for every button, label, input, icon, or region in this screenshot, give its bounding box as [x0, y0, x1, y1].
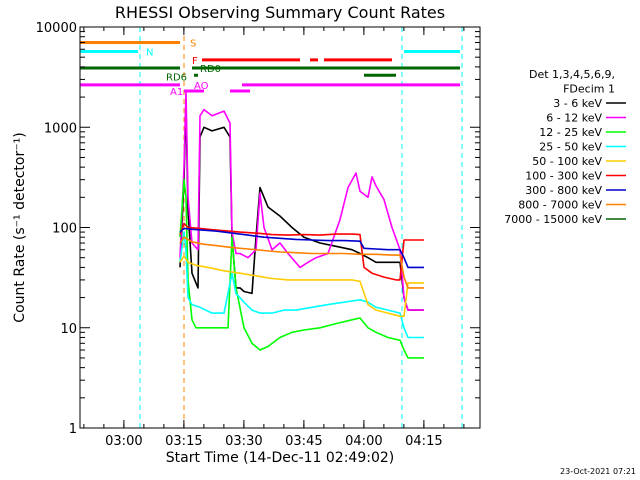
x-tick-label-1: 03:15: [165, 434, 202, 449]
legend-label-4: 50 - 100 keV: [532, 155, 602, 168]
x-tick-label-4: 04:00: [345, 434, 382, 449]
legend-label-0: 3 - 6 keV: [553, 97, 602, 110]
y-tick-label-3: 1000: [44, 121, 77, 136]
series-line-2: [179, 178, 424, 359]
y-tick-label-1: 10: [60, 322, 77, 337]
series-line-1: [179, 90, 424, 311]
flag-label-a1: A1: [170, 87, 183, 98]
footer-timestamp: 23-Oct-2021 07:21: [560, 467, 636, 476]
flag-label-rd6: RD6: [166, 72, 187, 83]
flag-label-rd0: RD0: [200, 64, 221, 75]
y-axis-ticks: 1 10 100 1000 10000: [36, 21, 480, 437]
legend-label-8: 7000 - 15000 keV: [504, 213, 602, 226]
y-axis-label: Count Rate (s⁻¹ detector⁻¹): [12, 132, 28, 322]
y-tick-label-2: 100: [52, 222, 77, 237]
flag-label-s: S: [190, 39, 196, 50]
legend: Det 1,3,4,5,6,9, FDecim 1 3 - 6 keV 6 - 1…: [504, 68, 626, 226]
x-axis-label: Start Time (14-Dec-11 02:49:02): [166, 450, 394, 466]
legend-label-3: 25 - 50 keV: [539, 141, 602, 154]
legend-label-5: 100 - 300 keV: [525, 170, 602, 183]
y-tick-label-4: 10000: [36, 21, 77, 36]
series-line-6: [179, 227, 424, 269]
flag-label-f: F: [192, 56, 198, 67]
x-tick-label-0: 03:00: [105, 434, 142, 449]
series-line-7: [179, 236, 424, 289]
legend-label-6: 300 - 800 keV: [525, 184, 602, 197]
x-tick-label-5: 04:15: [405, 434, 442, 449]
series-line-4: [179, 255, 424, 318]
series-line-3: [179, 231, 424, 339]
flag-label-n: N: [146, 47, 153, 58]
legend-label-7: 800 - 7000 keV: [518, 199, 602, 212]
y-tick-label-0: 1: [69, 422, 77, 437]
legend-label-2: 12 - 25 keV: [539, 126, 602, 139]
x-tick-label-2: 03:30: [225, 434, 262, 449]
series-lines: [179, 90, 424, 359]
x-axis-ticks: 03:00 03:15 03:30 03:45 04:00 04:15: [83, 27, 465, 449]
vertical-markers: [139, 27, 463, 428]
legend-header-line-2: FDecim 1: [563, 83, 615, 96]
series-line-5: [179, 222, 424, 281]
flag-label-ao: AO: [194, 81, 209, 92]
legend-header-line-1: Det 1,3,4,5,6,9,: [529, 68, 615, 81]
chart-title: RHESSI Observing Summary Count Rates: [115, 3, 445, 22]
legend-label-1: 6 - 12 keV: [546, 112, 602, 125]
x-tick-label-3: 03:45: [285, 434, 322, 449]
